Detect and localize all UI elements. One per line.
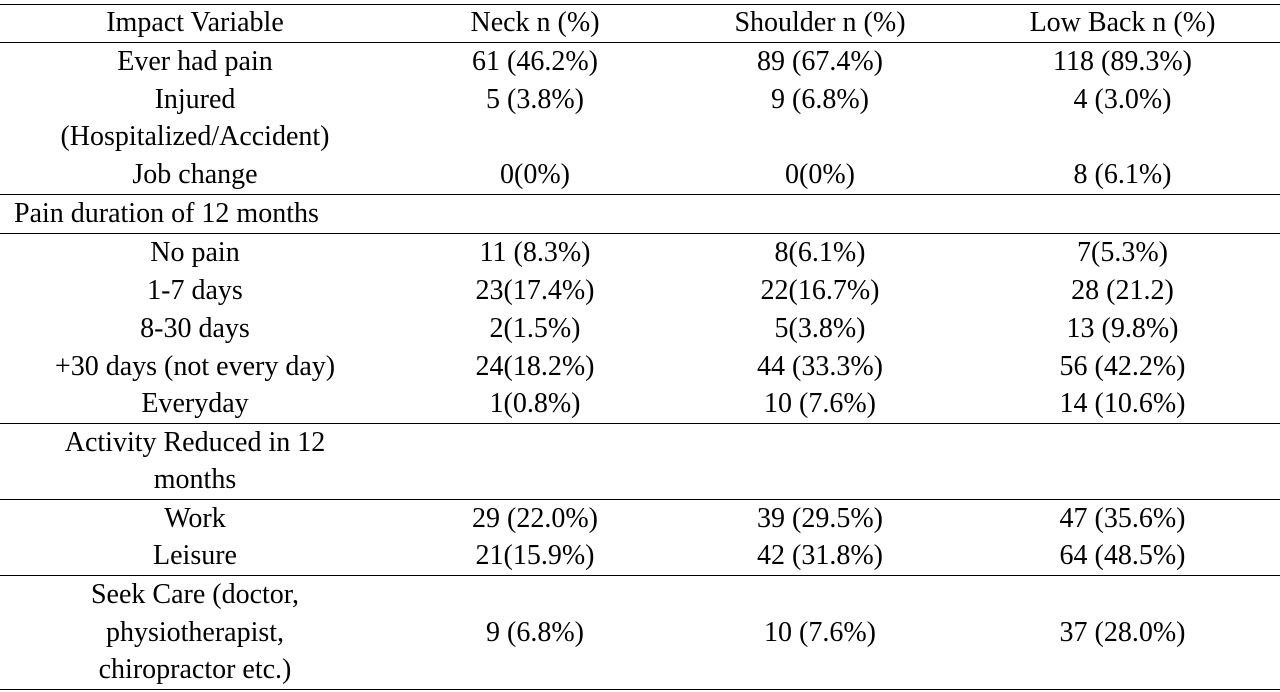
low-back-value: 7(5.3%)	[1077, 237, 1168, 268]
row-label: Work	[164, 503, 226, 534]
shoulder-value: 8(6.1%)	[774, 237, 866, 268]
neck-value: 9 (6.8%)	[486, 617, 584, 648]
row-label: Injured	[154, 84, 236, 115]
low-back-value: 4 (3.0%)	[1073, 84, 1172, 115]
row-label: Everyday	[141, 388, 249, 419]
section-activity-reduced-continuation: months	[153, 464, 237, 495]
neck-value: 29 (22.0%)	[472, 503, 598, 534]
shoulder-value: 10 (7.6%)	[764, 617, 876, 648]
shoulder-value: 0(0%)	[785, 159, 855, 190]
low-back-value: 14 (10.6%)	[1059, 388, 1186, 419]
header-low-back: Low Back n (%)	[1029, 7, 1216, 38]
shoulder-value: 10 (7.6%)	[764, 388, 876, 419]
table-top-border	[0, 4, 1280, 5]
seek-care-label-line: physiotherapist,	[105, 617, 285, 648]
neck-value: 0(0%)	[500, 159, 570, 190]
section-pain-duration: Pain duration of 12 months	[14, 198, 319, 229]
header-impact-variable: Impact Variable	[106, 7, 284, 38]
section-rule	[0, 233, 1280, 234]
neck-value: 11 (8.3%)	[479, 237, 591, 268]
low-back-value: 28 (21.2)	[1071, 275, 1174, 306]
header-rule	[0, 42, 1280, 43]
neck-value: 61 (46.2%)	[472, 46, 598, 77]
neck-value: 21(15.9%)	[475, 540, 595, 571]
low-back-value: 8 (6.1%)	[1073, 159, 1172, 190]
neck-value: 2(1.5%)	[489, 313, 581, 344]
row-label: 1-7 days	[147, 275, 243, 306]
shoulder-value: 5(3.8%)	[774, 313, 866, 344]
row-label: No pain	[150, 237, 240, 268]
shoulder-value: 44 (33.3%)	[757, 351, 883, 382]
table-bottom-border	[0, 689, 1280, 690]
section-rule	[0, 499, 1280, 500]
shoulder-value: 89 (67.4%)	[757, 46, 883, 77]
section-rule	[0, 575, 1280, 576]
row-label: Ever had pain	[117, 46, 273, 77]
shoulder-value: 39 (29.5%)	[757, 503, 883, 534]
row-label: +30 days (not every day)	[54, 351, 336, 382]
low-back-value: 47 (35.6%)	[1059, 503, 1186, 534]
neck-value: 23(17.4%)	[475, 275, 595, 306]
low-back-value: 64 (48.5%)	[1059, 540, 1186, 571]
row-label: Job change	[132, 159, 258, 190]
shoulder-value: 22(16.7%)	[760, 275, 880, 306]
seek-care-label-line: Seek Care (doctor,	[90, 579, 300, 610]
section-rule	[0, 423, 1280, 424]
low-back-value: 118 (89.3%)	[1053, 46, 1192, 77]
seek-care-label-line: chiropractor etc.)	[98, 654, 292, 685]
row-label-continuation: (Hospitalized/Accident)	[60, 121, 330, 152]
neck-value: 24(18.2%)	[475, 351, 595, 382]
shoulder-value: 9 (6.8%)	[771, 84, 869, 115]
header-neck: Neck n (%)	[470, 7, 600, 38]
neck-value: 1(0.8%)	[489, 388, 581, 419]
row-label: 8-30 days	[140, 313, 250, 344]
section-activity-reduced: Activity Reduced in 12	[64, 427, 326, 458]
low-back-value: 56 (42.2%)	[1059, 351, 1186, 382]
shoulder-value: 42 (31.8%)	[757, 540, 883, 571]
header-shoulder: Shoulder n (%)	[734, 7, 906, 38]
neck-value: 5 (3.8%)	[486, 84, 584, 115]
section-rule	[0, 194, 1280, 195]
low-back-value: 37 (28.0%)	[1059, 617, 1186, 648]
low-back-value: 13 (9.8%)	[1066, 313, 1179, 344]
row-label: Leisure	[153, 540, 237, 571]
